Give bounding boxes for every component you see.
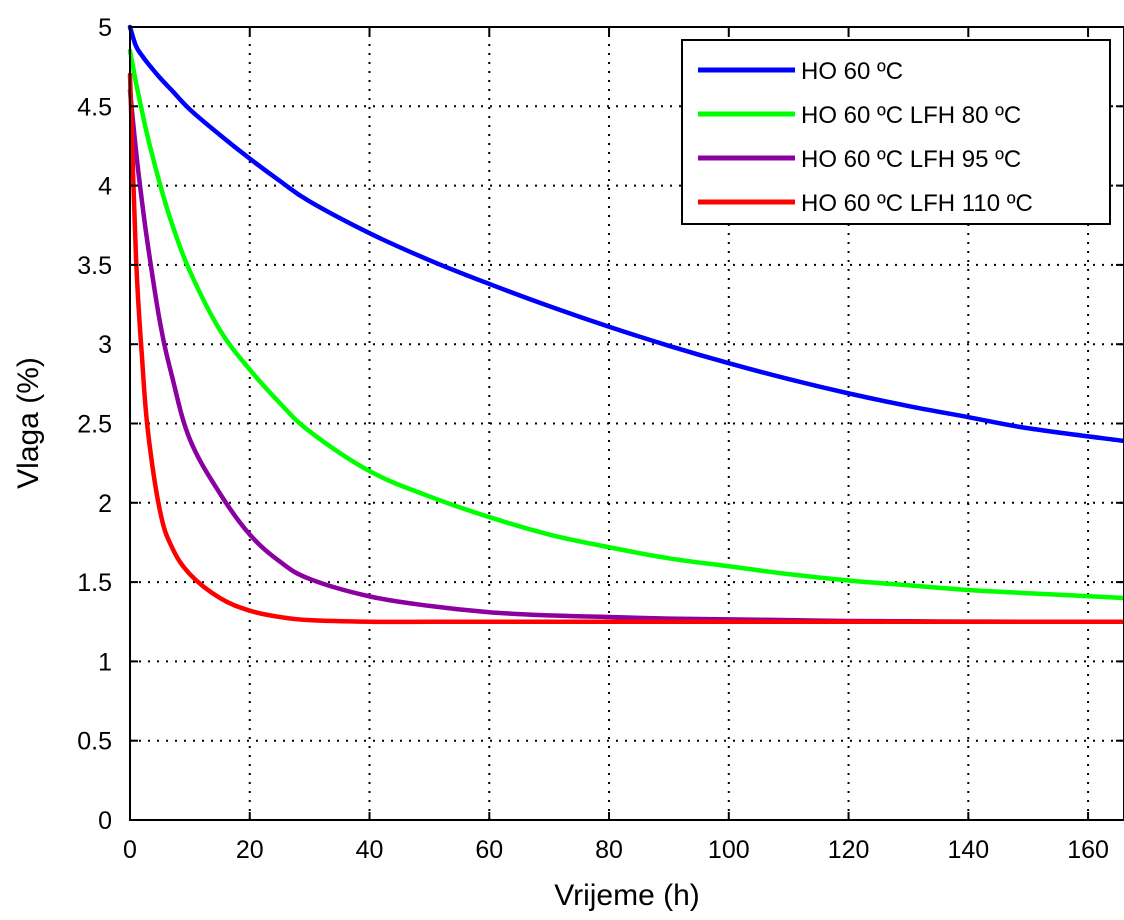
x-tick-label: 60 bbox=[475, 836, 503, 864]
y-tick-label: 0.5 bbox=[77, 728, 112, 756]
x-tick-label: 160 bbox=[1067, 836, 1109, 864]
x-tick-labels: 0 20 40 60 80 100 120 140 160 bbox=[123, 836, 1109, 864]
x-tick-label: 100 bbox=[708, 836, 750, 864]
x-tick-label: 20 bbox=[236, 836, 264, 864]
x-tick-label: 120 bbox=[828, 836, 870, 864]
legend-label-2: HO 60 ºC LFH 80 ºC bbox=[801, 102, 1021, 129]
x-tick-label: 0 bbox=[123, 836, 137, 864]
series-lines bbox=[127, 24, 1124, 625]
y-tick-label: 4 bbox=[98, 173, 112, 201]
legend: HO 60 ºC HO 60 ºC LFH 80 ºC HO 60 ºC LFH 9… bbox=[681, 39, 1111, 225]
legend-entries: HO 60 ºC HO 60 ºC LFH 80 ºC HO 60 ºC LFH 9… bbox=[698, 58, 1033, 217]
y-tick-label: 0 bbox=[98, 807, 112, 835]
x-tick-label: 40 bbox=[356, 836, 384, 864]
y-tick-label: 1 bbox=[98, 648, 112, 676]
y-tick-label: 3.5 bbox=[77, 252, 112, 280]
y-tick-label: 5 bbox=[98, 14, 112, 42]
series-line-2 bbox=[127, 48, 1124, 601]
y-tick-labels: 0 0.5 1 1.5 2 2.5 3 3.5 4 4.5 5 bbox=[77, 14, 112, 835]
legend-label-1: HO 60 ºC bbox=[801, 58, 903, 85]
series-line-1 bbox=[127, 24, 1124, 444]
y-tick-label: 2.5 bbox=[77, 411, 112, 439]
y-tick-label: 1.5 bbox=[77, 569, 112, 597]
x-tick-label: 140 bbox=[947, 836, 989, 864]
y-tick-label: 2 bbox=[98, 490, 112, 518]
x-tick-label: 80 bbox=[595, 836, 623, 864]
y-axis-label: Vlaga (%) bbox=[12, 357, 45, 489]
series-line-4 bbox=[127, 72, 1124, 625]
axis-ticks bbox=[129, 26, 1124, 821]
legend-label-4: HO 60 ºC LFH 110 ºC bbox=[801, 190, 1033, 217]
legend-label-3: HO 60 ºC LFH 95 ºC bbox=[801, 146, 1021, 173]
y-tick-label: 3 bbox=[98, 331, 112, 359]
y-tick-label: 4.5 bbox=[77, 93, 112, 121]
x-axis-label: Vrijeme (h) bbox=[554, 879, 700, 912]
